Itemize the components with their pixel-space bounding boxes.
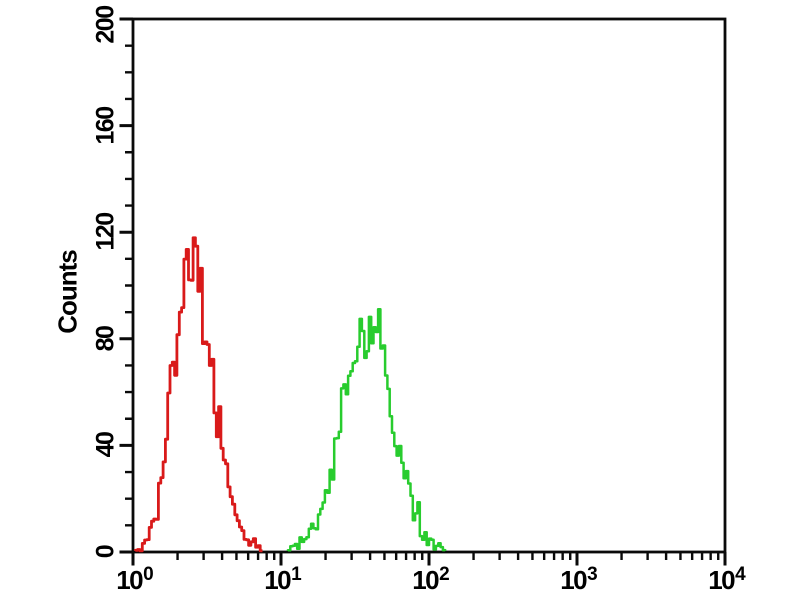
y-tick-label-200: 200: [91, 6, 120, 44]
y-tick-label-160: 160: [91, 106, 120, 145]
x-tick-label-10e1: 101: [264, 560, 301, 595]
x-tick-exponent: 0: [143, 564, 154, 585]
x-tick-base: 10: [264, 565, 291, 595]
x-tick-exponent: 1: [291, 564, 302, 585]
red-population-curve: [133, 236, 263, 553]
axis-minor-ticks: [125, 44, 720, 560]
x-tick-exponent: 3: [587, 564, 598, 585]
x-tick-label-10e0: 100: [116, 560, 154, 595]
x-tick-exponent: 2: [439, 564, 450, 585]
y-tick-label-120: 120: [91, 213, 120, 251]
x-tick-base: 10: [560, 565, 587, 595]
x-tick-base: 10: [412, 565, 439, 595]
plot-frame: [131, 17, 727, 554]
x-tick-exponent: 4: [735, 564, 746, 585]
x-tick-label-10e2: 102: [412, 560, 449, 595]
green-population-curve: [286, 308, 447, 552]
x-tick-label-10e4: 104: [708, 560, 745, 595]
y-tick-label-80: 80: [91, 326, 120, 352]
x-tick-label-10e3: 103: [560, 560, 597, 595]
y-tick-label-0: 0: [91, 545, 120, 559]
x-tick-base: 10: [116, 565, 143, 595]
x-tick-base: 10: [708, 565, 735, 595]
y-tick-label-40: 40: [91, 432, 120, 458]
y-axis-title: Counts: [52, 250, 83, 334]
axis-major-ticks: [119, 17, 727, 566]
